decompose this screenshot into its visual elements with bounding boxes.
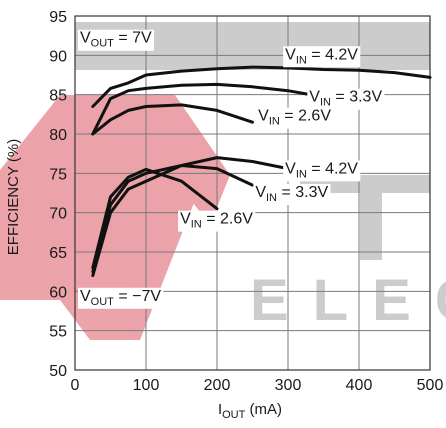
annotation-6: VIN = 3.3V bbox=[253, 183, 331, 205]
annotation-7: VIN = 2.6V bbox=[178, 210, 256, 232]
annotation-sub: IN bbox=[269, 116, 280, 128]
annotation-bg bbox=[253, 183, 331, 205]
annotation-pre: V bbox=[180, 211, 191, 228]
annotation-sub: IN bbox=[296, 54, 307, 66]
annotation-sub: IN bbox=[191, 219, 202, 231]
annotation-post: = 7V bbox=[114, 30, 152, 47]
annotation-text: VIN = 3.3V bbox=[255, 184, 328, 204]
series-line-3 bbox=[91, 103, 254, 136]
annotation-post: = 3.3V bbox=[277, 184, 328, 201]
annotation-post: = 4.2V bbox=[307, 160, 358, 177]
y-tick-label: 65 bbox=[49, 245, 67, 262]
annotation-text: VOUT = 7V bbox=[80, 30, 152, 50]
watermark-text: ELEC bbox=[250, 268, 446, 333]
annotation-pre: V bbox=[80, 288, 91, 305]
x-tick-label: 0 bbox=[71, 377, 80, 394]
annotation-8: VOUT = −7V bbox=[77, 287, 164, 309]
annotation-pre: V bbox=[285, 160, 296, 177]
y-tick-label: 85 bbox=[49, 88, 67, 105]
watermark-gray-block-2 bbox=[360, 175, 382, 260]
annotation-post: = 2.6V bbox=[280, 108, 331, 125]
y-tick-label: 60 bbox=[49, 284, 67, 301]
annotation-post: = 4.2V bbox=[307, 46, 358, 63]
annotation-2: VIN = 4.2V bbox=[283, 46, 361, 68]
annotation-sub: OUT bbox=[91, 38, 115, 50]
x-tick-label: 100 bbox=[133, 377, 160, 394]
annotation-text: VIN = 4.2V bbox=[285, 46, 358, 66]
annotation-text: VOUT = −7V bbox=[80, 288, 161, 308]
x-axis-label-main: I bbox=[218, 401, 222, 418]
annotation-5: VIN = 4.2V bbox=[283, 160, 361, 182]
annotation-text: VIN = 4.2V bbox=[285, 160, 358, 180]
x-tick-label: 400 bbox=[346, 377, 373, 394]
annotation-text: VIN = 2.6V bbox=[258, 108, 331, 128]
y-tick-label: 70 bbox=[49, 206, 67, 223]
y-tick-label: 50 bbox=[49, 363, 67, 380]
annotation-bg bbox=[307, 88, 385, 110]
x-tick-label: 500 bbox=[417, 377, 444, 394]
annotation-bg bbox=[77, 29, 155, 51]
x-tick-label: 300 bbox=[275, 377, 302, 394]
annotation-sub: IN bbox=[266, 192, 277, 204]
y-tick-label: 55 bbox=[49, 324, 67, 341]
annotation-pre: V bbox=[255, 184, 266, 201]
y-tick-label: 75 bbox=[49, 166, 67, 183]
axes: 0 100 200 300 400 500 50 55 60 65 70 75 80 85 90 95 bbox=[49, 9, 443, 394]
x-axis-label: IOUT (mA) bbox=[218, 401, 282, 421]
y-tick-label: 90 bbox=[49, 48, 67, 65]
x-tick-label: 200 bbox=[204, 377, 231, 394]
series-line-6 bbox=[91, 167, 219, 270]
annotation-bg bbox=[256, 107, 334, 129]
annotation-1: VOUT = 7V bbox=[77, 29, 155, 51]
annotation-text: VIN = 3.3V bbox=[309, 89, 382, 109]
annotation-pre: V bbox=[258, 108, 269, 125]
x-axis-label-unit: (mA) bbox=[245, 401, 282, 418]
watermark-red-shape-right bbox=[120, 95, 230, 225]
series-line-1 bbox=[91, 65, 432, 108]
plot-frame bbox=[74, 15, 431, 371]
annotation-pre: V bbox=[309, 89, 320, 106]
annotation-bg bbox=[77, 287, 164, 309]
series-line-5 bbox=[91, 164, 254, 274]
y-axis-label: EFFICIENCY (%) bbox=[5, 139, 22, 255]
annotation-pre: V bbox=[80, 30, 91, 47]
annotation-3: VIN = 3.3V bbox=[307, 88, 385, 110]
annotation-pre: V bbox=[285, 46, 296, 63]
annotation-text: VIN = 2.6V bbox=[180, 211, 253, 231]
series-line-2 bbox=[91, 82, 325, 136]
annotation-4: VIN = 2.6V bbox=[256, 107, 334, 129]
x-axis-label-sub: OUT bbox=[222, 409, 246, 421]
series-group bbox=[91, 65, 432, 278]
annotation-post: = 3.3V bbox=[331, 89, 382, 106]
watermark-red-shape-left bbox=[0, 95, 205, 340]
annotation-bg bbox=[283, 46, 361, 68]
annotation-bg bbox=[178, 210, 256, 232]
series-line-4 bbox=[91, 156, 290, 278]
annotation-sub: IN bbox=[296, 168, 307, 180]
annotation-post: = 2.6V bbox=[202, 211, 253, 228]
annotation-sub: IN bbox=[320, 97, 331, 109]
y-tick-label: 80 bbox=[49, 127, 67, 144]
y-tick-label: 95 bbox=[49, 9, 67, 26]
annotation-sub: OUT bbox=[91, 296, 115, 308]
annotation-post: = −7V bbox=[114, 288, 161, 305]
annotation-bg bbox=[283, 160, 361, 182]
